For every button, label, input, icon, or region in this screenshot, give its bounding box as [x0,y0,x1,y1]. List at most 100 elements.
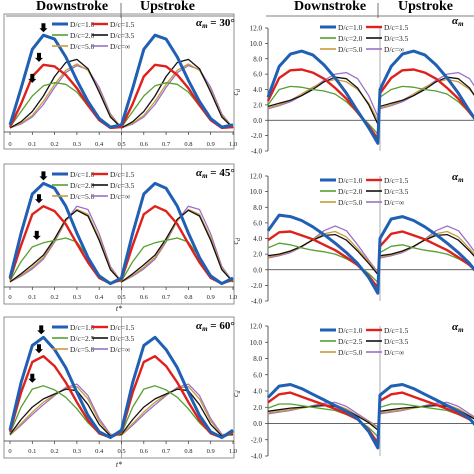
x-tick-label: 0.4 [95,448,104,455]
series-line [9,388,234,437]
x-tick-label: 0.5 [117,294,125,301]
x-tick-label: 0 [8,448,11,455]
legend-label: D/c=1.5 [384,23,409,32]
y-tick-label: 12.0 [250,25,263,33]
x-axis-label: t* [116,304,122,313]
peak-arrow [34,344,43,354]
peak-arrow [39,23,48,33]
x-tick-label: 0.8 [184,448,192,455]
upstroke-label-right: Upstroke [398,0,453,14]
x-tick-label: 0 [8,294,11,301]
legend-label: D/c=5.0 [70,42,95,51]
x-tick-label: 0.7 [162,294,171,301]
legend-label: D/c=∞ [384,198,404,207]
y-tick-label: 8.0 [253,55,262,63]
legend-label: D/c=1.5 [384,176,409,185]
x-tick-label: 0.1 [28,294,36,301]
x-tick-label: 0.6 [140,448,149,455]
series-line [266,49,474,145]
x-tick-label: 0.8 [184,141,192,148]
series-group [8,335,234,439]
x-axis-label: t* [116,460,122,469]
x-tick-label: 0.2 [51,448,59,455]
alpha-label: αm [452,15,464,28]
y-tick-label: 2.0 [253,101,262,109]
panel-right-1: -4.0 -2.0 0.0 2.0 4.0 6.0 8.0 10.0 12.0 cd αm D/c=1… [231,15,474,156]
legend-label: D/c=1.5 [384,326,409,335]
y-tick-label: -2.0 [251,436,263,444]
peak-arrow [34,52,43,62]
legend-label: D/c=2.0 [338,34,363,43]
peak-arrow [34,194,43,204]
peak-arrow [37,325,46,335]
y-tick-label: 6.0 [253,371,262,379]
legend-label: D/c=1.5 [110,323,135,332]
panel-left-3: 0 0.1 0.2 0.3 0.4 0.5 0.6 0.7 0.8 0.9 1.0 t* αm = 60… [3,316,237,469]
series-line [9,385,233,436]
legend-label: D/c=3.5 [110,334,135,343]
x-tick-label: 0.9 [207,141,215,148]
x-tick-label: 0.5 [117,141,125,148]
series-group [266,383,474,450]
y-tick-label: 4.0 [253,235,262,243]
downstroke-label-right: Downstroke [294,0,366,14]
y-tick-label: 10.0 [250,188,263,196]
x-tick-label: 0.3 [73,294,81,301]
series-group [266,213,474,295]
y-tick-label: 2.0 [253,404,262,412]
series-line [8,335,234,439]
x-tick-label: 0.4 [95,294,104,301]
legend-label: D/c=1.5 [110,20,135,29]
x-tick-label: 1.0 [229,294,237,301]
series-line [8,33,234,129]
y-tick-label: -2.0 [251,132,263,140]
legend-label: D/c=1.5 [110,170,135,179]
legend-label: D/c=5.0 [338,45,363,54]
y-tick-label: 8.0 [253,204,262,212]
legend-label: D/c=3.5 [384,34,409,43]
x-tick-label: 0.2 [51,141,59,148]
y-tick-label: 0.0 [253,420,262,428]
y-tick-label: 4.0 [253,86,262,94]
alpha-label: αm = 30° [196,17,235,30]
legend-label: D/c=1.0 [338,326,363,335]
legend-label: D/c=3.5 [110,31,135,40]
y-axis-label: cd [231,389,242,397]
x-tick-label: 0.3 [73,448,81,455]
panel-right-3: -4.0 -2.0 0.0 2.0 4.0 6.0 8.0 10.0 12.0 cd αm D/c=1… [231,321,474,461]
y-axis-label: cd [231,237,242,245]
legend-label: D/c=3.5 [384,187,409,196]
downstroke-label: Downstroke [36,0,108,14]
y-tick-label: 12.0 [250,323,263,331]
plot-frame [3,13,235,150]
upstroke-label: Upstroke [140,0,195,14]
y-tick-label: -2.0 [251,282,263,290]
legend-label: D/c=5.0 [338,348,363,357]
panel-left-1: 0 0.1 0.2 0.3 0.4 0.5 0.6 0.7 0.8 0.9 1.0 αm = 30° D… [3,13,237,150]
legend-label: D/c=1.0 [70,323,95,332]
legend-label: D/c=2.5 [338,337,363,346]
x-tick-label: 0.8 [184,294,192,301]
y-tick-label: 6.0 [253,71,262,79]
x-tick-label: 1.0 [229,141,237,148]
y-tick-label: 6.0 [253,219,262,227]
y-tick-label: 8.0 [253,355,262,363]
series-group [8,33,234,130]
plot-frame [3,163,235,305]
y-tick-label: 0.0 [253,117,262,125]
alpha-label: αm = 60° [196,320,235,333]
legend-label: D/c=1.0 [70,170,95,179]
legend-label: D/c=1.0 [338,23,363,32]
peak-arrow [28,373,37,383]
legend-label: D/c=5.0 [70,192,95,201]
alpha-label: αm = 45° [196,167,235,180]
series-group [266,49,474,145]
x-tick-label: 0.6 [140,141,149,148]
peak-arrow [28,73,37,83]
x-tick-label: 1.0 [229,448,237,455]
legend-label: D/c=∞ [110,42,130,51]
x-tick-label: 0.7 [162,141,171,148]
legend-label: D/c=5.0 [70,345,95,354]
series-line [266,213,474,295]
